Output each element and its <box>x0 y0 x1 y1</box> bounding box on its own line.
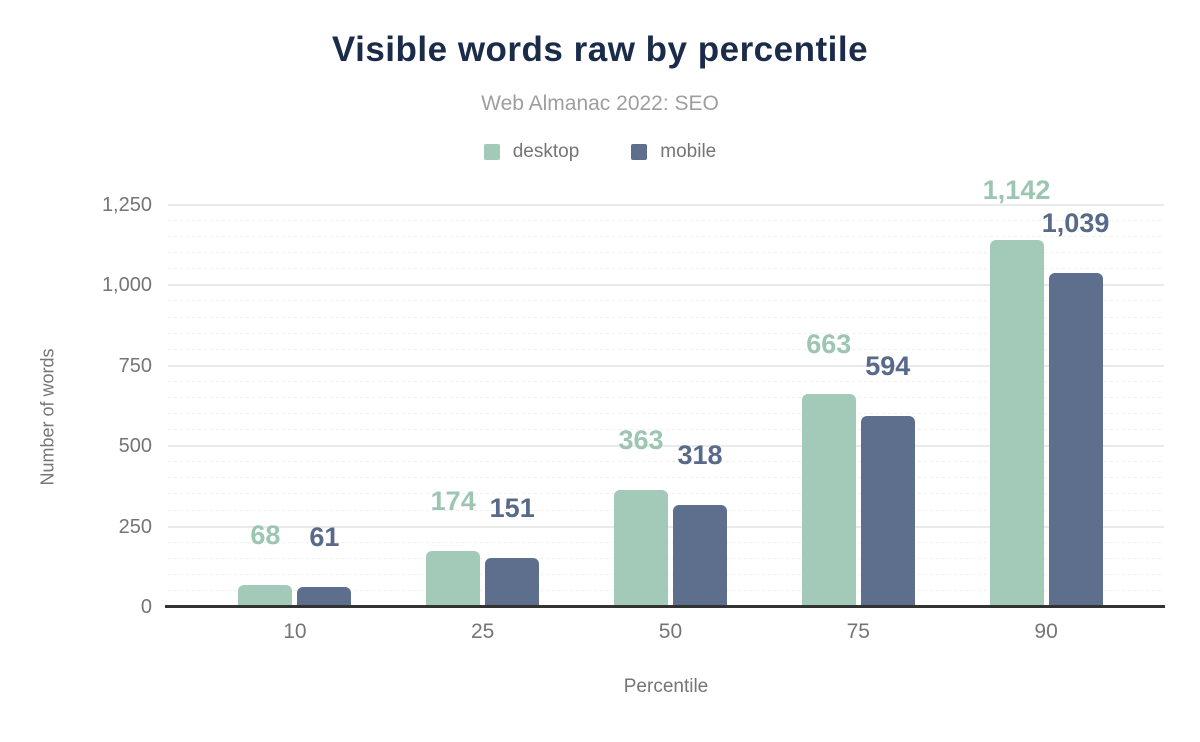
gridline-minor <box>168 252 1164 254</box>
bar-desktop-p50[interactable] <box>613 490 668 607</box>
gridline-minor <box>168 429 1164 431</box>
gridline-minor <box>168 268 1164 270</box>
bar-desktop-p75[interactable] <box>801 393 856 607</box>
bar-mobile-p25[interactable] <box>485 558 540 607</box>
bar-mobile-p75[interactable] <box>860 415 915 607</box>
x-tick-label: 50 <box>658 620 683 643</box>
bar-wrap: 318 <box>672 205 727 607</box>
bar-groups: 68 61 10 174 151 25 363 318 50 663 594 75 1,142 1,039… <box>201 176 1140 643</box>
bar-mobile-p90[interactable] <box>1048 272 1103 607</box>
bar-value-label-desktop-p10: 68 <box>250 520 281 551</box>
plot-area: 68 61 10 174 151 25 363 318 50 663 594 75 1,142 1,039… <box>165 176 1165 643</box>
gridline-major <box>168 284 1164 287</box>
mobile-swatch-icon <box>631 144 648 160</box>
bar-value-label-mobile-p10: 61 <box>309 522 340 553</box>
gridline-minor <box>168 332 1164 334</box>
x-axis-title: Percentile <box>623 676 709 697</box>
x-tick-label: 25 <box>471 620 495 643</box>
x-tick-label: 90 <box>1034 620 1058 643</box>
gridline-minor <box>168 236 1164 238</box>
gridline-major <box>168 445 1164 448</box>
bar-desktop-p10[interactable] <box>238 585 293 607</box>
bar-value-label-mobile-p90: 1,039 <box>1041 207 1110 238</box>
legend-label-mobile: mobile <box>660 141 717 162</box>
legend-item-desktop[interactable]: desktop <box>483 141 580 163</box>
bar-value-label-mobile-p75: 594 <box>865 350 911 381</box>
gridline-minor <box>168 380 1164 382</box>
bar-value-label-mobile-p50: 318 <box>677 439 723 470</box>
y-tick-label: 0 <box>140 596 152 618</box>
y-tick-label: 500 <box>118 435 152 458</box>
y-tick-label: 1,250 <box>101 194 152 216</box>
y-axis-ticks: 0 250 500 750 1,000 1,250 <box>0 195 152 617</box>
gridline-minor <box>168 220 1164 222</box>
y-tick-label: 1,000 <box>101 274 152 297</box>
gridline-minor <box>168 413 1164 415</box>
bar-wrap: 61 <box>297 205 352 607</box>
chart-subtitle: Web Almanac 2022: SEO <box>481 92 719 115</box>
gridline-minor <box>168 348 1164 350</box>
bar-value-label-desktop-p75: 663 <box>806 328 852 359</box>
bar-mobile-p10[interactable] <box>297 587 352 607</box>
gridline-minor <box>168 316 1164 318</box>
bar-wrap: 1,039 <box>1042 205 1109 607</box>
bar-desktop-p90[interactable] <box>989 239 1044 607</box>
gridline-major <box>168 204 1164 206</box>
legend-label-desktop: desktop <box>512 141 580 162</box>
y-tick-label: 750 <box>118 354 152 377</box>
gridline-major <box>168 364 1164 367</box>
gridline-minor <box>168 396 1164 398</box>
bar-group-75: 663 594 75 <box>764 205 952 643</box>
bar-wrap: 363 <box>613 205 668 607</box>
legend: desktop mobile <box>0 141 1200 163</box>
bar-mobile-p50[interactable] <box>672 504 727 607</box>
bar-value-label-desktop-p25: 174 <box>430 486 476 517</box>
y-tick-label: 250 <box>118 515 152 538</box>
legend-item-mobile[interactable]: mobile <box>631 141 716 163</box>
x-tick-label: 10 <box>283 620 307 643</box>
desktop-swatch-icon <box>483 144 500 160</box>
bar-wrap: 594 <box>860 205 915 607</box>
bar-wrap: 68 <box>238 205 293 607</box>
bar-wrap: 663 <box>801 205 856 607</box>
x-axis-line <box>165 605 1165 608</box>
bar-group-10: 68 61 10 <box>201 205 389 643</box>
bar-group-25: 174 151 25 <box>389 205 577 643</box>
bar-wrap: 1,142 <box>983 176 1050 607</box>
bar-wrap: 151 <box>485 205 540 607</box>
bar-value-label-mobile-p25: 151 <box>489 493 535 524</box>
gridline-minor <box>168 300 1164 302</box>
x-tick-label: 75 <box>846 620 870 643</box>
bar-wrap: 174 <box>426 205 481 607</box>
chart-title: Visible words raw by percentile <box>331 30 869 69</box>
gridline-minor <box>168 461 1164 463</box>
bar-group-90: 1,142 1,039 90 <box>952 176 1140 643</box>
bar-value-label-desktop-p50: 363 <box>618 425 664 456</box>
bar-group-50: 363 318 50 <box>577 205 765 643</box>
gridline-minor <box>168 477 1164 479</box>
bar-value-label-desktop-p90: 1,142 <box>982 174 1051 205</box>
bar-desktop-p25[interactable] <box>426 551 481 607</box>
